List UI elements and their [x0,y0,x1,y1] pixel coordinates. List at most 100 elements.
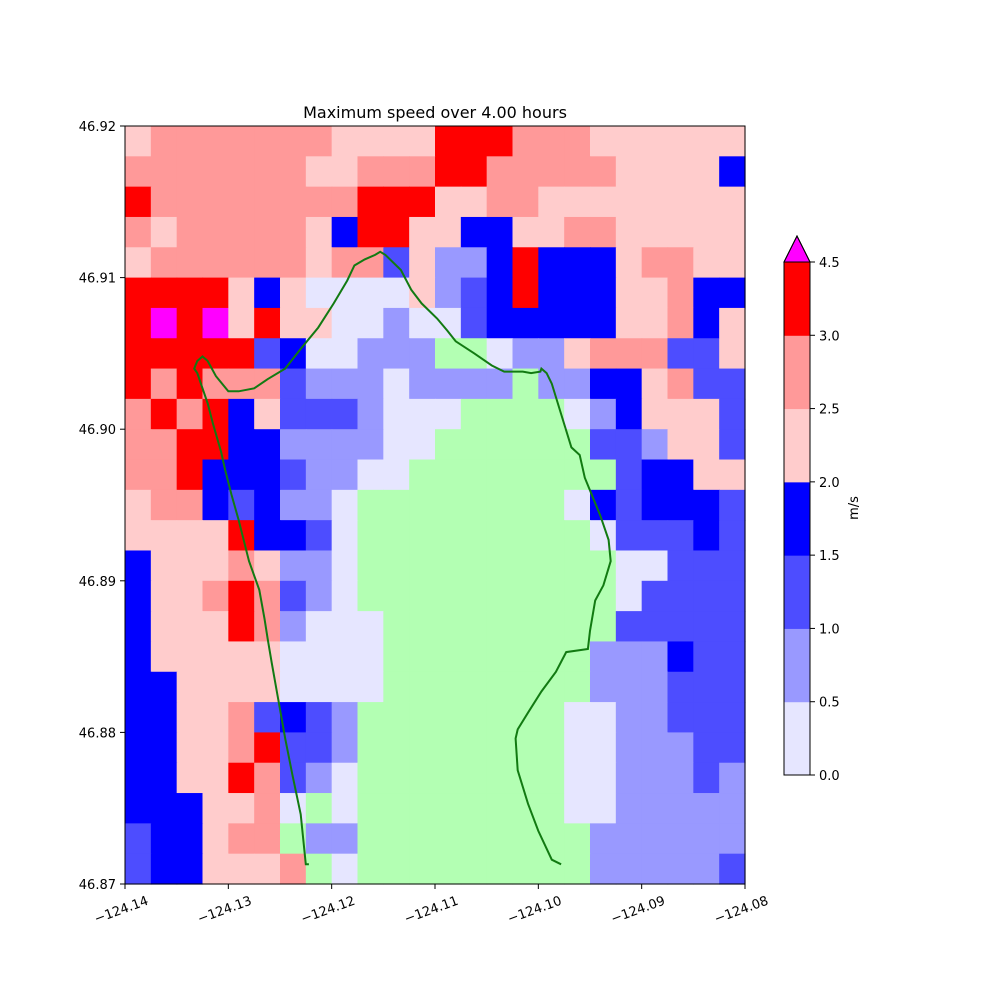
heatmap-cell [435,641,462,673]
coastline-series [193,250,612,866]
heatmap-cell [125,580,152,612]
heatmap-cell [486,702,514,733]
heatmap-cell [538,641,565,673]
heatmap-cell [667,550,694,582]
heatmap-cell [202,853,229,885]
heatmap-cell [254,277,281,309]
heatmap-cell [176,429,204,461]
heatmap-cell [590,398,617,430]
heatmap-cell [564,156,591,188]
chart-title: Maximum speed over 4.00 hours [303,103,567,122]
heatmap-cell [357,853,384,885]
heatmap-cell [435,186,462,218]
heatmap-cell [512,368,539,400]
heatmap-cell [615,489,643,521]
heatmap-cell [409,216,436,248]
y-tick-label: 46.90 [79,423,116,438]
colorbar-extend-arrow [783,234,811,263]
heatmap-cell [512,186,539,218]
heatmap-cell [150,671,178,703]
colorbar-segment [784,408,810,483]
heatmap-cell [590,793,617,824]
heatmap-cell [667,398,694,430]
heatmap-cell [383,550,410,582]
heatmap-cell [228,793,255,824]
heatmap-cell [202,156,229,188]
heatmap-cell [176,520,204,552]
heatmap-cell [667,793,694,824]
heatmap-cell [667,368,694,400]
heatmap-cell [254,216,281,248]
heatmap-cell [254,126,281,157]
heatmap-cell [305,126,333,157]
heatmap-cell [538,489,565,521]
heatmap-cell [512,459,539,491]
heatmap-cell [435,216,462,248]
heatmap-cell [693,338,720,370]
heatmap-cell [460,247,488,279]
heatmap-cell [719,550,746,582]
heatmap-cell [590,550,617,582]
heatmap-cell [538,611,565,643]
heatmap-cell [460,702,488,733]
heatmap-cell [435,126,462,157]
heatmap-cell [641,580,669,612]
heatmap-cell [719,611,746,643]
heatmap-cell [357,550,384,582]
heatmap-cell [486,550,514,582]
heatmap-cell [176,732,204,764]
heatmap-cell [280,853,307,885]
heatmap-cell [331,823,359,855]
heatmap-cell [254,853,281,885]
heatmap-cell [409,368,436,400]
heatmap-cell [125,853,152,885]
heatmap-cell [202,459,229,491]
heatmap-cell [435,702,462,733]
heatmap-cell [280,368,307,400]
heatmap-cell [564,277,591,309]
heatmap-cell [564,702,591,733]
heatmap-cell [228,429,255,461]
heatmap-cell [280,156,307,188]
heatmap-cell [719,156,746,188]
heatmap-cell [202,277,229,309]
heatmap-cell [486,459,514,491]
heatmap-cell [383,580,410,612]
heatmap-cell [383,277,410,309]
heatmap-cell [357,641,384,673]
heatmap-cell [693,520,720,552]
heatmap-cell [150,762,178,794]
heatmap-cell [176,489,204,521]
heatmap-cell [125,338,152,370]
heatmap-cell [202,368,229,400]
heatmap-cell [280,641,307,673]
heatmap-cell [409,338,436,370]
heatmap-cell [486,793,514,824]
colorbar-tick-label: 2.5 [819,403,840,418]
heatmap-cell [641,611,669,643]
heatmap-cell [228,398,255,430]
heatmap-cell [383,793,410,824]
heatmap-cell [331,611,359,643]
heatmap-cell [228,338,255,370]
heatmap-cell [641,793,669,824]
heatmap-cell [383,762,410,794]
heatmap-cell [176,611,204,643]
heatmap-cell [667,520,694,552]
colorbar-segment [784,628,810,703]
colorbar-tick-label: 0.5 [819,696,840,711]
heatmap-cell [254,307,281,339]
heatmap-cell [615,368,643,400]
heatmap-cell [590,247,617,279]
heatmap-cell [357,459,384,491]
heatmap-cell [150,580,178,612]
heatmap-cell [538,793,565,824]
heatmap-cell [202,520,229,552]
heatmap-cell [228,247,255,279]
heatmap-cell [125,489,152,521]
heatmap-cell [590,186,617,218]
heatmap-cell [176,156,204,188]
heatmap-cell [228,823,255,855]
heatmap-grid [125,126,746,885]
heatmap-cell [641,702,669,733]
